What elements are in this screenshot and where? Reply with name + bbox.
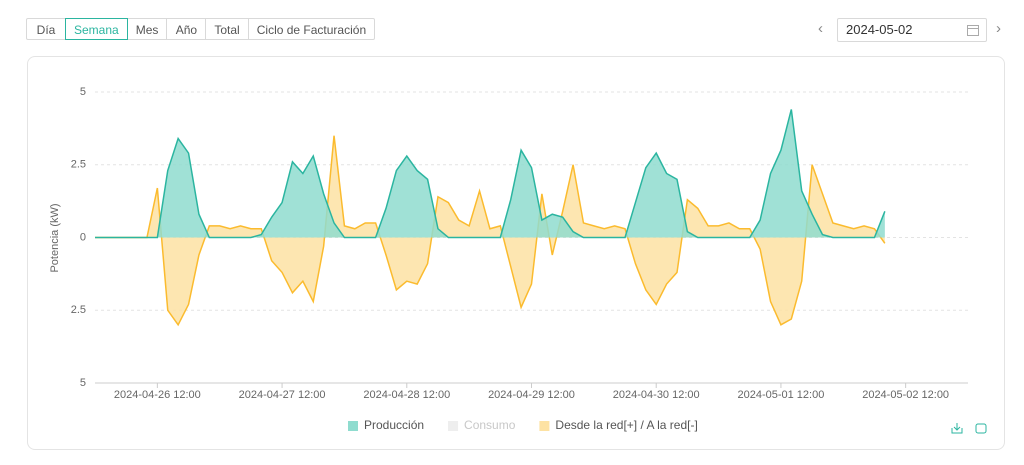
y-axis-label: Potencia (kW) — [49, 203, 61, 272]
period-tab[interactable]: Semana — [65, 18, 128, 40]
x-tick-label: 2024-05-01 12:00 — [737, 389, 824, 401]
calendar-icon — [967, 25, 979, 36]
y-tick-label: 0 — [80, 231, 86, 243]
legend-swatch — [348, 421, 358, 431]
legend-label[interactable]: Producción — [364, 418, 424, 432]
series-area — [95, 109, 885, 238]
next-button[interactable]: › — [996, 20, 1001, 37]
y-tick-label: 2.5 — [71, 159, 86, 171]
x-tick-label: 2024-04-27 12:00 — [239, 389, 326, 401]
x-tick-label: 2024-04-30 12:00 — [613, 389, 700, 401]
legend-swatch — [448, 421, 459, 431]
y-tick-label: 2.5 — [71, 304, 86, 316]
x-tick-label: 2024-04-29 12:00 — [488, 389, 575, 401]
series-area — [95, 135, 885, 325]
period-tabs: Día Semana Mes Año Total Ciclo de Facturación — [26, 18, 376, 40]
prev-button[interactable]: ‹ — [818, 20, 823, 37]
legend-swatch — [539, 421, 550, 431]
export-icons — [951, 423, 987, 434]
x-tick-label: 2024-05-02 12:00 — [862, 389, 949, 401]
download-icon[interactable] — [951, 423, 963, 434]
date-picker[interactable]: 2024-05-02 — [837, 18, 987, 42]
table-icon[interactable] — [975, 423, 987, 434]
legend-label[interactable]: Desde la red[+] / A la red[-] — [555, 418, 697, 432]
x-tick-label: 2024-04-26 12:00 — [114, 389, 201, 401]
legend-label[interactable]: Consumo — [464, 418, 516, 432]
x-tick-label: 2024-04-28 12:00 — [363, 389, 450, 401]
y-tick-label: 5 — [80, 377, 86, 389]
y-tick-label: 5 — [80, 86, 86, 98]
date-value: 2024-05-02 — [846, 22, 913, 37]
series-line — [95, 109, 886, 239]
chart-card — [27, 56, 1005, 450]
period-tab[interactable]: Ciclo de Facturación — [247, 18, 376, 40]
